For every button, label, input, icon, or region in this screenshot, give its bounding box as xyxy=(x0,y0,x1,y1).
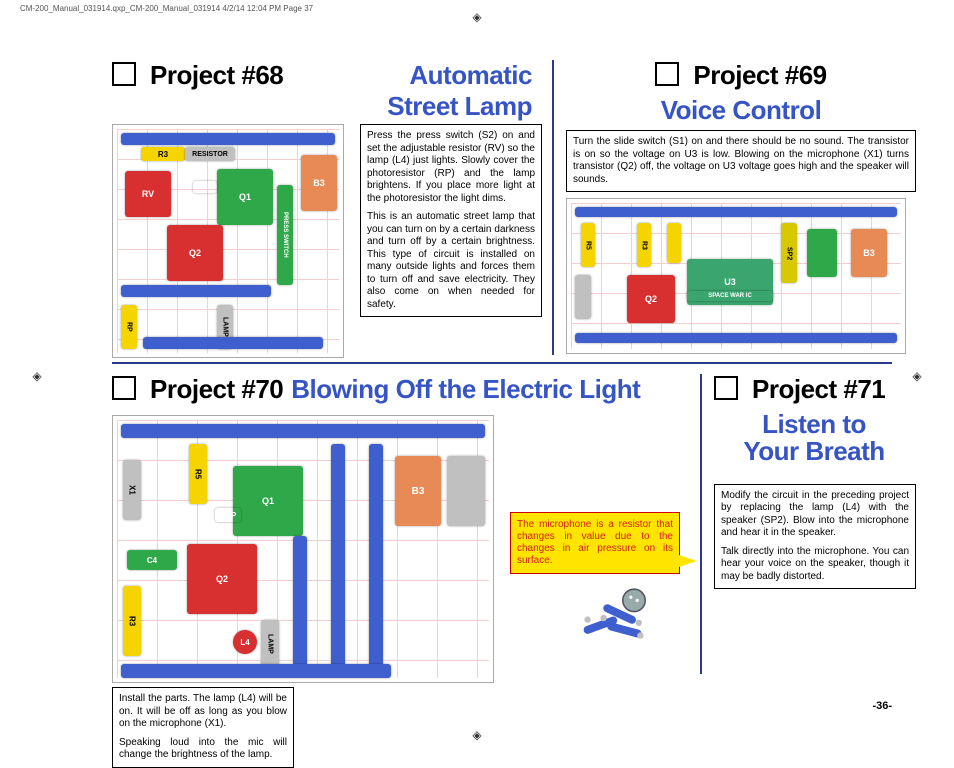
project-68-title-row: Project #68 Automatic xyxy=(112,60,532,91)
wire-mid xyxy=(121,285,271,297)
project-68-name-1: Automatic xyxy=(409,62,532,89)
wire-bottom-70 xyxy=(121,664,391,678)
project-71-name-2: Your Breath xyxy=(714,438,914,465)
callout-text: The microphone is a resistor that change… xyxy=(517,519,673,566)
resistor-69-2: R3 xyxy=(637,223,651,267)
project-70: Project #70 Blowing Off the Electric Lig… xyxy=(112,374,682,674)
p70-para1: Install the parts. The lamp (L4) will be… xyxy=(119,693,287,731)
wire-top xyxy=(121,133,335,145)
project-69-diagram: R5 R3 Q2 U3 SPACE WAR IC SP2 B3 xyxy=(566,198,906,354)
npn-label: NPN xyxy=(193,181,217,193)
wire-bottom xyxy=(143,337,323,349)
wire-mid-70 xyxy=(293,536,307,666)
rv-piece: RV xyxy=(125,171,171,217)
rp-piece: RP xyxy=(121,305,137,349)
crop-mark-left: ◈ xyxy=(30,369,44,383)
project-71-text: Modify the circuit in the preceding proj… xyxy=(714,484,916,590)
wire-top-69 xyxy=(575,207,897,217)
battery-69: B3 xyxy=(851,229,887,277)
project-69-name: Voice Control xyxy=(566,97,916,124)
q1-70: Q1 xyxy=(233,466,303,536)
p70-para2: Speaking loud into the mic will change t… xyxy=(119,737,287,762)
page-number: -36- xyxy=(872,700,892,712)
resistor-70-r5: R5 xyxy=(189,444,207,504)
battery-b3: B3 xyxy=(301,155,337,211)
resistor-r3: R3 xyxy=(141,147,185,161)
page-content: Project #68 Automatic Street Lamp R3 RES… xyxy=(112,60,904,722)
x1-69 xyxy=(575,275,591,319)
wire-bottom-69 xyxy=(575,333,897,343)
crop-mark-top: ◈ xyxy=(470,10,484,24)
geared-69 xyxy=(807,229,837,277)
project-70-diagram: R5 X1 Q1 PNP Q2 C4 R3 LAMP L4 B3 xyxy=(112,415,494,683)
project-70-title-row: Project #70 Blowing Off the Electric Lig… xyxy=(112,374,682,405)
project-70-name: Blowing Off the Electric Light xyxy=(291,374,640,405)
q2-70: Q2 xyxy=(187,544,257,614)
x1-70: X1 xyxy=(123,460,141,520)
c4-70: C4 xyxy=(127,550,177,570)
project-68-name-2: Street Lamp xyxy=(387,91,532,121)
space-war-label: SPACE WAR IC xyxy=(687,291,773,301)
project-68-label: Project #68 xyxy=(150,60,283,91)
project-71-name-1: Listen to xyxy=(714,411,914,438)
wire-v1-70 xyxy=(331,444,345,668)
project-69-title-row: Project #69 xyxy=(566,60,916,91)
lamp-70: LAMP xyxy=(261,620,279,668)
p69-para1: Turn the slide switch (S1) on and there … xyxy=(573,136,909,186)
project-69-label: Project #69 xyxy=(693,60,826,91)
pnp-label-70: PNP xyxy=(215,508,241,522)
batt-plate-70 xyxy=(447,456,485,526)
wire-top-70 xyxy=(121,424,485,438)
p71-para2: Talk directly into the microphone. You c… xyxy=(721,546,909,584)
project-68-text: Press the press switch (S2) on and set t… xyxy=(360,124,542,317)
p71-para1: Modify the circuit in the preceding proj… xyxy=(721,490,909,540)
p68-para1: Press the press switch (S2) on and set t… xyxy=(367,130,535,205)
crop-mark-bottom: ◈ xyxy=(470,728,484,742)
p68-para2: This is an automatic street lamp that yo… xyxy=(367,211,535,311)
project-71-label: Project #71 xyxy=(752,374,885,405)
project-69-text: Turn the slide switch (S1) on and there … xyxy=(566,130,916,192)
l4-70: L4 xyxy=(233,630,257,654)
microphone-icon xyxy=(578,584,658,644)
print-header: CM-200_Manual_031914.qxp_CM-200_Manual_0… xyxy=(20,4,313,13)
project-70-callout: The microphone is a resistor that change… xyxy=(510,512,680,574)
project-68-checkbox[interactable] xyxy=(112,62,136,86)
horizontal-rule xyxy=(112,362,892,364)
project-70-text: Install the parts. The lamp (L4) will be… xyxy=(112,687,294,768)
project-69: Project #69 Voice Control Turn the slide… xyxy=(552,60,916,355)
q2-piece: Q2 xyxy=(167,225,223,281)
project-71-checkbox[interactable] xyxy=(714,376,738,400)
project-69-checkbox[interactable] xyxy=(655,62,679,86)
press-switch: PRESS SWITCH xyxy=(277,185,293,285)
project-70-checkbox[interactable] xyxy=(112,376,136,400)
q2-69: Q2 xyxy=(627,275,675,323)
project-70-label: Project #70 xyxy=(150,374,283,405)
project-68-diagram: R3 RESISTOR RV Q1 NPN Q2 PRESS SWITCH B3… xyxy=(112,124,344,358)
resistor-label-1: RESISTOR xyxy=(185,147,235,161)
battery-70: B3 xyxy=(395,456,441,526)
speaker-69: SP2 xyxy=(781,223,797,283)
project-68: Project #68 Automatic Street Lamp R3 RES… xyxy=(112,60,532,355)
project-71-title-row: Project #71 xyxy=(714,374,914,405)
callout-tail xyxy=(679,555,697,567)
wire-v2-70 xyxy=(369,444,383,668)
r2-69 xyxy=(667,223,681,263)
resistor-69-1: R5 xyxy=(581,223,595,267)
q1-piece: Q1 xyxy=(217,169,273,225)
r3-70: R3 xyxy=(123,586,141,656)
project-71: Project #71 Listen to Your Breath Modify… xyxy=(700,374,914,674)
